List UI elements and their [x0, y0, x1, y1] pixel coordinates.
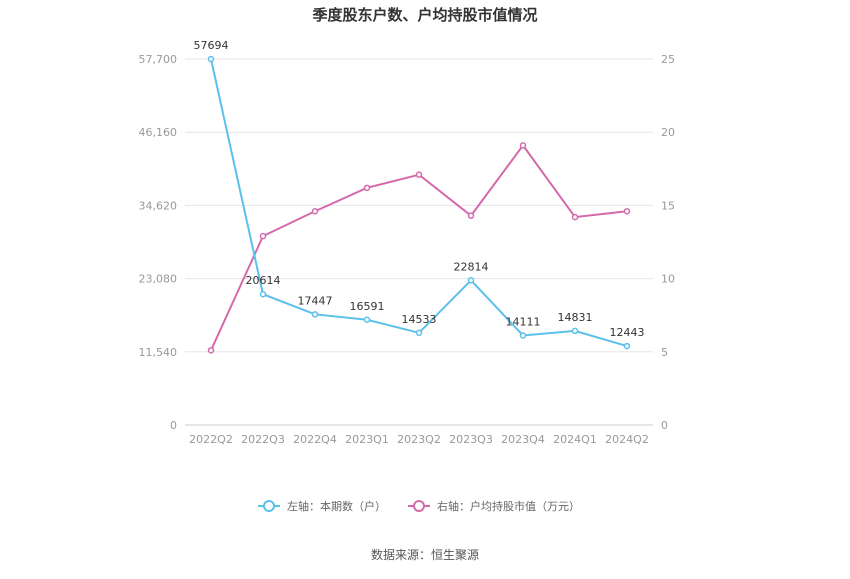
- legend-label: 右轴：户均持股市值（万元）: [437, 499, 580, 513]
- right-tick-label: 25: [661, 53, 675, 66]
- data-point: [571, 213, 579, 221]
- legend-marker: [263, 500, 275, 512]
- data-point: [571, 327, 579, 335]
- legend-item: 右轴：户均持股市值（万元）: [408, 499, 580, 513]
- left-tick-label: 46,160: [139, 126, 178, 139]
- legend-item: 左轴：本期数（户）: [258, 499, 386, 513]
- legend-marker: [413, 500, 425, 512]
- x-tick-label: 2023Q1: [345, 433, 389, 446]
- x-axis: 2022Q2 2022Q3 2022Q4 2023Q1 2023Q2 2023Q3 2023…: [189, 433, 649, 446]
- data-point: [311, 208, 319, 215]
- legend-label: 左轴：本期数（户）: [287, 499, 386, 513]
- data-point: [519, 142, 527, 149]
- data-label: 17447: [298, 294, 333, 307]
- chart-title: 季度股东户数、户均持股市值情况: [312, 6, 537, 24]
- data-label: 22814: [454, 260, 489, 273]
- x-tick-label: 2022Q4: [293, 433, 337, 446]
- data-point: [467, 277, 475, 284]
- x-tick-label: 2023Q2: [397, 433, 441, 446]
- series-shareholder-count: 57694 20614 17447 16591 14533 22814 14111 14831…: [194, 39, 645, 350]
- right-tick-label: 20: [661, 126, 675, 139]
- right-tick-label: 10: [661, 273, 675, 286]
- data-label: 14533: [402, 313, 437, 326]
- series-avg-holding-value: [207, 142, 631, 354]
- left-tick-label: 23,080: [139, 273, 178, 286]
- data-label: 12443: [610, 326, 645, 339]
- right-tick-label: 15: [661, 199, 675, 212]
- data-point: [519, 332, 527, 339]
- data-label: 14111: [506, 315, 541, 328]
- right-tick-label: 5: [661, 346, 668, 359]
- legend: 左轴：本期数（户） 右轴：户均持股市值（万元）: [258, 499, 580, 513]
- x-tick-label: 2022Q3: [241, 433, 285, 446]
- data-label: 16591: [350, 300, 385, 313]
- grid-lines: [185, 58, 653, 426]
- data-point: [415, 329, 423, 337]
- data-point: [259, 232, 267, 240]
- data-point: [415, 171, 423, 178]
- left-tick-label: 11,540: [139, 346, 178, 359]
- data-point: [467, 212, 475, 219]
- left-axis: 0 11,540 23,080 34,620 46,160 57,700: [139, 53, 178, 432]
- x-tick-label: 2024Q1: [553, 433, 597, 446]
- data-point: [623, 208, 631, 215]
- x-tick-label: 2024Q2: [605, 433, 649, 446]
- x-tick-label: 2023Q3: [449, 433, 493, 446]
- data-point: [363, 316, 371, 324]
- data-point: [259, 290, 267, 298]
- left-tick-label: 57,700: [139, 53, 178, 66]
- x-tick-label: 2023Q4: [501, 433, 545, 446]
- source-note: 数据来源：恒生聚源: [371, 547, 479, 562]
- x-tick-label: 2022Q2: [189, 433, 233, 446]
- data-point: [207, 55, 215, 63]
- left-tick-label: 0: [170, 419, 177, 432]
- data-point: [363, 184, 371, 192]
- right-axis: 0 5 10 15 20 25: [661, 53, 675, 432]
- data-label: 20614: [246, 274, 281, 287]
- data-label: 14831: [558, 311, 593, 324]
- left-tick-label: 34,620: [139, 199, 178, 212]
- data-point: [207, 347, 215, 354]
- data-point: [311, 311, 319, 318]
- data-label: 57694: [194, 39, 229, 52]
- series-layer: 57694 20614 17447 16591 14533 22814 14111 14831…: [194, 39, 645, 354]
- data-point: [623, 342, 631, 350]
- right-tick-label: 0: [661, 419, 668, 432]
